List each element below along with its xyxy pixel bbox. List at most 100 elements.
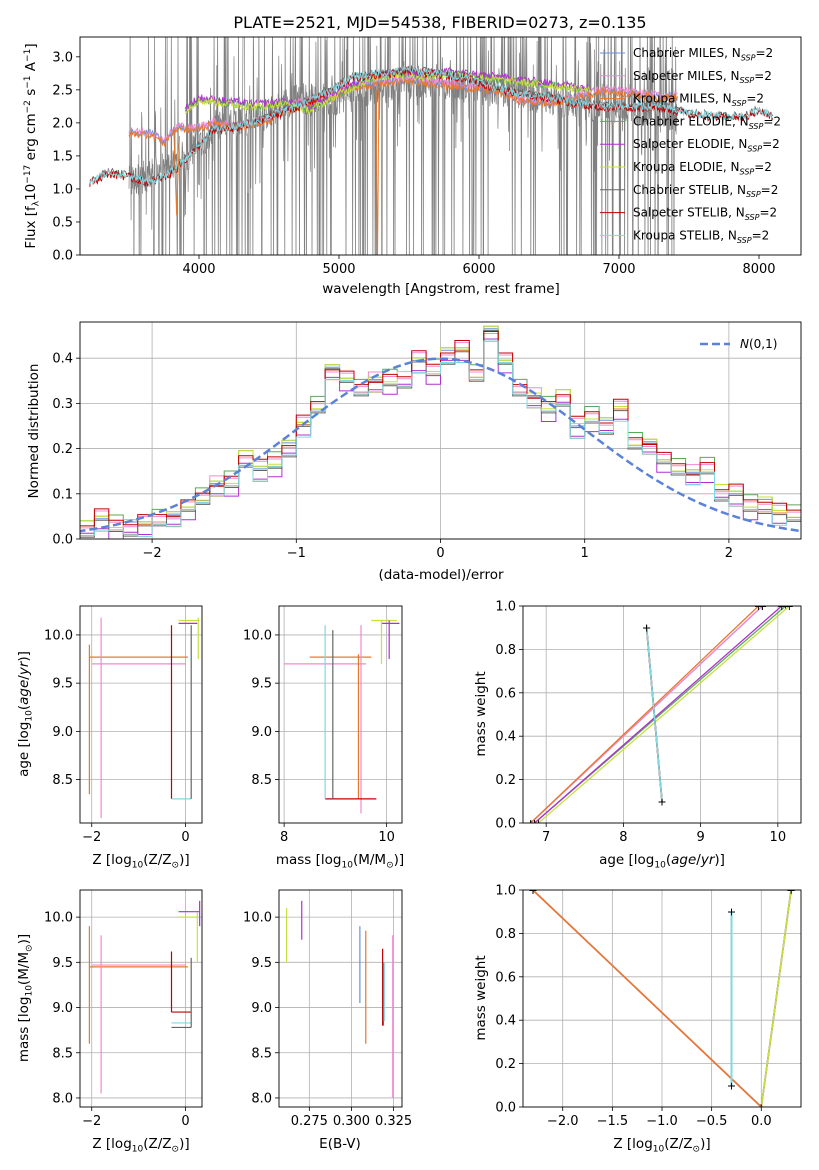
y-tick-label: 10.0 — [243, 911, 272, 926]
mass-weight-marker: + — [657, 795, 666, 808]
model-spectrum-line — [184, 70, 592, 115]
label-fragment: 1.0 — [495, 600, 516, 615]
label-fragment: SSP — [749, 122, 764, 131]
label-fragment: )] — [179, 852, 190, 868]
x-axis-label: mass [log10(M/M⊙)] — [276, 852, 404, 871]
y-tick-label: 9.0 — [251, 1001, 272, 1016]
mass-weight-marker: + — [530, 817, 539, 830]
label-fragment: 9.0 — [251, 1001, 272, 1016]
label-fragment: 8.0 — [251, 1091, 272, 1106]
label-fragment: (M/M — [16, 952, 32, 985]
label-fragment: ⊙ — [693, 1145, 701, 1155]
model-absorption-line — [375, 89, 380, 255]
mass-weight-marker: + — [526, 817, 535, 830]
label-fragment: 8.5 — [251, 1046, 272, 1061]
x-axis-label: age [log10(age/yr)] — [599, 852, 725, 871]
label-fragment: ⊙ — [172, 1145, 180, 1155]
label-fragment: / — [16, 675, 32, 680]
x-tick-label: 10 — [378, 830, 395, 845]
label-fragment: −1.5 — [597, 1114, 629, 1129]
label-fragment: 10 — [653, 1145, 665, 1155]
label-fragment: Kroupa MILES, N — [633, 92, 732, 106]
label-fragment: )] — [714, 852, 725, 868]
mass-weight-marker: + — [528, 884, 537, 897]
label-fragment: )] — [16, 934, 32, 945]
label-fragment: =2 — [752, 228, 770, 242]
y-tick-label: 9.5 — [251, 677, 272, 692]
axes-frame — [522, 605, 802, 824]
y-tick-label: 0.2 — [52, 442, 73, 457]
x-tick-label: 9 — [696, 830, 704, 845]
label-fragment: 9.0 — [52, 725, 73, 740]
label-fragment: Chabrier MILES, N — [633, 46, 741, 60]
label-fragment: 0.0 — [52, 249, 73, 264]
label-fragment: 10.0 — [44, 628, 73, 643]
y-tick-label: 10.0 — [44, 911, 73, 926]
legend-entry: Kroupa MILES, NSSP=2 — [633, 92, 764, 108]
y-tick-label: 1.5 — [52, 149, 73, 164]
label-fragment: 10 — [23, 184, 39, 201]
y-tick-label: 0.1 — [52, 487, 73, 502]
mass-weight-line — [534, 606, 783, 823]
x-tick-label: 2 — [725, 546, 733, 561]
label-fragment: (Z/Z — [143, 1136, 171, 1152]
legend-entry: Salpeter STELIB, NSSP=2 — [633, 206, 777, 222]
label-fragment: −1 — [23, 75, 33, 88]
label-fragment: SSP — [741, 53, 756, 62]
age-weight-plot-area: ++++++++++++++++++ — [523, 606, 801, 830]
z-weight-plot-area: ++++++++++++++++++ — [523, 884, 801, 1107]
y-axis-label: Normed distribution — [26, 364, 42, 499]
mass-weight-line — [645, 627, 663, 802]
label-fragment: (Z/Z — [143, 852, 171, 868]
legend-entry: Kroupa STELIB, NSSP=2 — [633, 228, 769, 244]
x-tick-label: 0 — [436, 546, 444, 561]
label-fragment: 0.2 — [52, 442, 73, 457]
label-fragment: −1 — [23, 49, 33, 62]
label-fragment: ( — [666, 852, 671, 868]
label-fragment: Salpeter ELODIE, N — [633, 137, 747, 151]
label-fragment: 9.0 — [251, 725, 272, 740]
label-fragment: 10 — [378, 830, 395, 845]
label-fragment: −2 — [23, 100, 33, 113]
label-fragment: 10 — [132, 1145, 144, 1155]
legend-entry: Chabrier STELIB, NSSP=2 — [633, 183, 778, 199]
residual-plot-area — [80, 322, 801, 539]
label-fragment: 0.6 — [495, 686, 516, 701]
x-tick-label: 0.325 — [375, 1114, 412, 1129]
z-mass-plot-area — [80, 890, 202, 1107]
label-fragment: λ — [32, 200, 42, 206]
x-tick-label: 0 — [181, 830, 189, 845]
label-fragment: ⊙ — [172, 861, 180, 871]
label-fragment: 10 — [654, 861, 666, 871]
label-fragment: 9 — [696, 830, 704, 845]
histogram-step-line — [80, 331, 801, 527]
label-fragment: 1 — [581, 546, 589, 561]
axes-frame — [79, 36, 802, 256]
label-fragment: Z [log — [92, 1136, 131, 1152]
y-tick-label: 9.5 — [251, 956, 272, 971]
y-tick-label: 2.0 — [52, 116, 73, 131]
label-fragment: 2.0 — [52, 116, 73, 131]
model-spectrum-line — [128, 77, 678, 148]
label-fragment: SSP — [747, 145, 762, 154]
y-axis-label: mass weight — [473, 955, 489, 1040]
y-tick-label: 0.0 — [495, 817, 516, 832]
axes-frame — [522, 889, 802, 1108]
axes-frame — [278, 605, 403, 824]
y-tick-label: 0.4 — [52, 352, 73, 367]
x-tick-label: 10 — [770, 830, 787, 845]
y-tick-label: 3.0 — [52, 50, 73, 65]
gaussian-curve — [80, 357, 801, 533]
label-fragment: =2 — [763, 114, 781, 128]
histogram-step-line — [80, 340, 801, 537]
mass-weight-marker: + — [727, 1079, 736, 1092]
x-tick-label: 8 — [619, 830, 627, 845]
y-axis-label: age [log10(age/yr)] — [16, 651, 35, 777]
y-tick-label: 0.8 — [495, 927, 516, 942]
x-tick-label: 0 — [181, 1114, 189, 1129]
label-fragment: 10 — [341, 861, 353, 871]
label-fragment: 10 — [25, 985, 35, 997]
label-fragment: Chabrier ELODIE, N — [633, 114, 749, 128]
label-fragment: =2 — [762, 137, 780, 151]
label-fragment: SSP — [740, 76, 755, 85]
